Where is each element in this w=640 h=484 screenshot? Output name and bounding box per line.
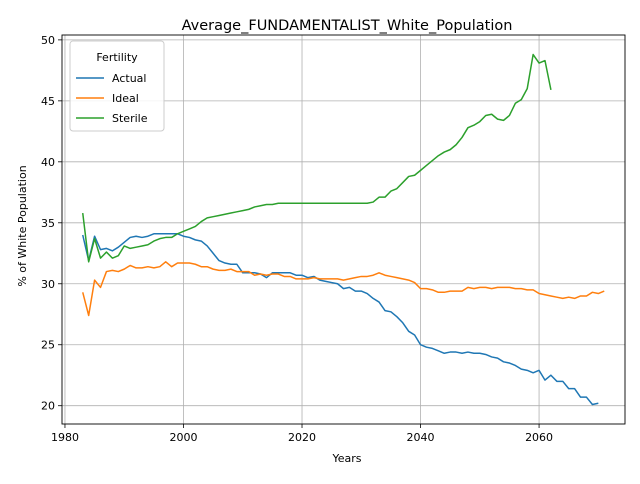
series-line-ideal (82, 261, 605, 317)
x-tick-label: 2060 (525, 431, 553, 444)
axis-ticks: 1980 2000 2020 2040 2060 20 25 30 35 40 45 50 (41, 34, 553, 444)
x-tick-label: 1980 (51, 431, 79, 444)
legend-label-ideal: Ideal (112, 92, 139, 105)
y-axis-label: % of White Population (16, 165, 29, 286)
series-lines (81, 53, 605, 406)
plot-frame (61, 34, 626, 425)
chart-title: Average_FUNDAMENTALIST_White_Population (182, 18, 513, 34)
y-tick-label: 40 (41, 156, 55, 169)
x-axis-label: Years (331, 452, 361, 465)
grid-lines (62, 35, 625, 424)
legend: Fertility Actual Ideal Sterile (69, 40, 165, 132)
legend-entries: Actual Ideal Sterile (76, 72, 148, 125)
legend-label-sterile: Sterile (112, 112, 148, 125)
y-tick-label: 20 (41, 400, 55, 413)
x-tick-label: 2020 (288, 431, 316, 444)
y-tick-label: 50 (41, 34, 55, 47)
legend-label-actual: Actual (112, 72, 146, 85)
series-line-sterile (81, 53, 552, 263)
y-tick-label: 45 (41, 95, 55, 108)
x-tick-label: 2000 (169, 431, 197, 444)
y-tick-label: 30 (41, 278, 55, 291)
x-tick-label: 2040 (407, 431, 435, 444)
legend-box (69, 40, 165, 132)
series-line-actual (82, 233, 599, 406)
y-tick-label: 35 (41, 217, 55, 230)
legend-title: Fertility (96, 51, 138, 64)
y-tick-label: 25 (41, 339, 55, 352)
